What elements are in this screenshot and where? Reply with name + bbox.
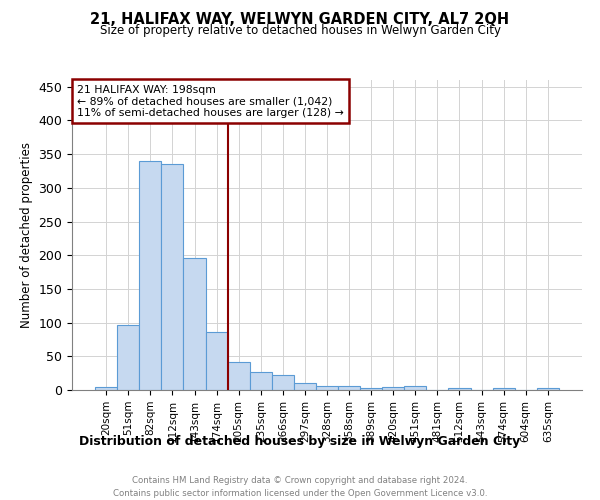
Bar — [139, 161, 161, 390]
Text: Contains HM Land Registry data © Crown copyright and database right 2024.
Contai: Contains HM Land Registry data © Crown c… — [113, 476, 487, 498]
Bar — [161, 164, 184, 390]
Bar — [294, 382, 316, 390]
Bar — [250, 372, 272, 390]
Bar — [338, 386, 360, 390]
Bar — [117, 324, 139, 390]
Bar — [206, 332, 227, 390]
Bar — [448, 388, 470, 390]
Bar — [537, 388, 559, 390]
Text: Size of property relative to detached houses in Welwyn Garden City: Size of property relative to detached ho… — [100, 24, 500, 37]
Text: Distribution of detached houses by size in Welwyn Garden City: Distribution of detached houses by size … — [79, 435, 521, 448]
Bar — [184, 258, 206, 390]
Y-axis label: Number of detached properties: Number of detached properties — [20, 142, 33, 328]
Bar — [493, 388, 515, 390]
Bar — [95, 386, 117, 390]
Bar — [316, 386, 338, 390]
Bar — [227, 362, 250, 390]
Bar — [272, 374, 294, 390]
Text: 21, HALIFAX WAY, WELWYN GARDEN CITY, AL7 2QH: 21, HALIFAX WAY, WELWYN GARDEN CITY, AL7… — [91, 12, 509, 28]
Bar — [404, 386, 427, 390]
Text: 21 HALIFAX WAY: 198sqm
← 89% of detached houses are smaller (1,042)
11% of semi-: 21 HALIFAX WAY: 198sqm ← 89% of detached… — [77, 84, 344, 118]
Bar — [360, 388, 382, 390]
Bar — [382, 388, 404, 390]
